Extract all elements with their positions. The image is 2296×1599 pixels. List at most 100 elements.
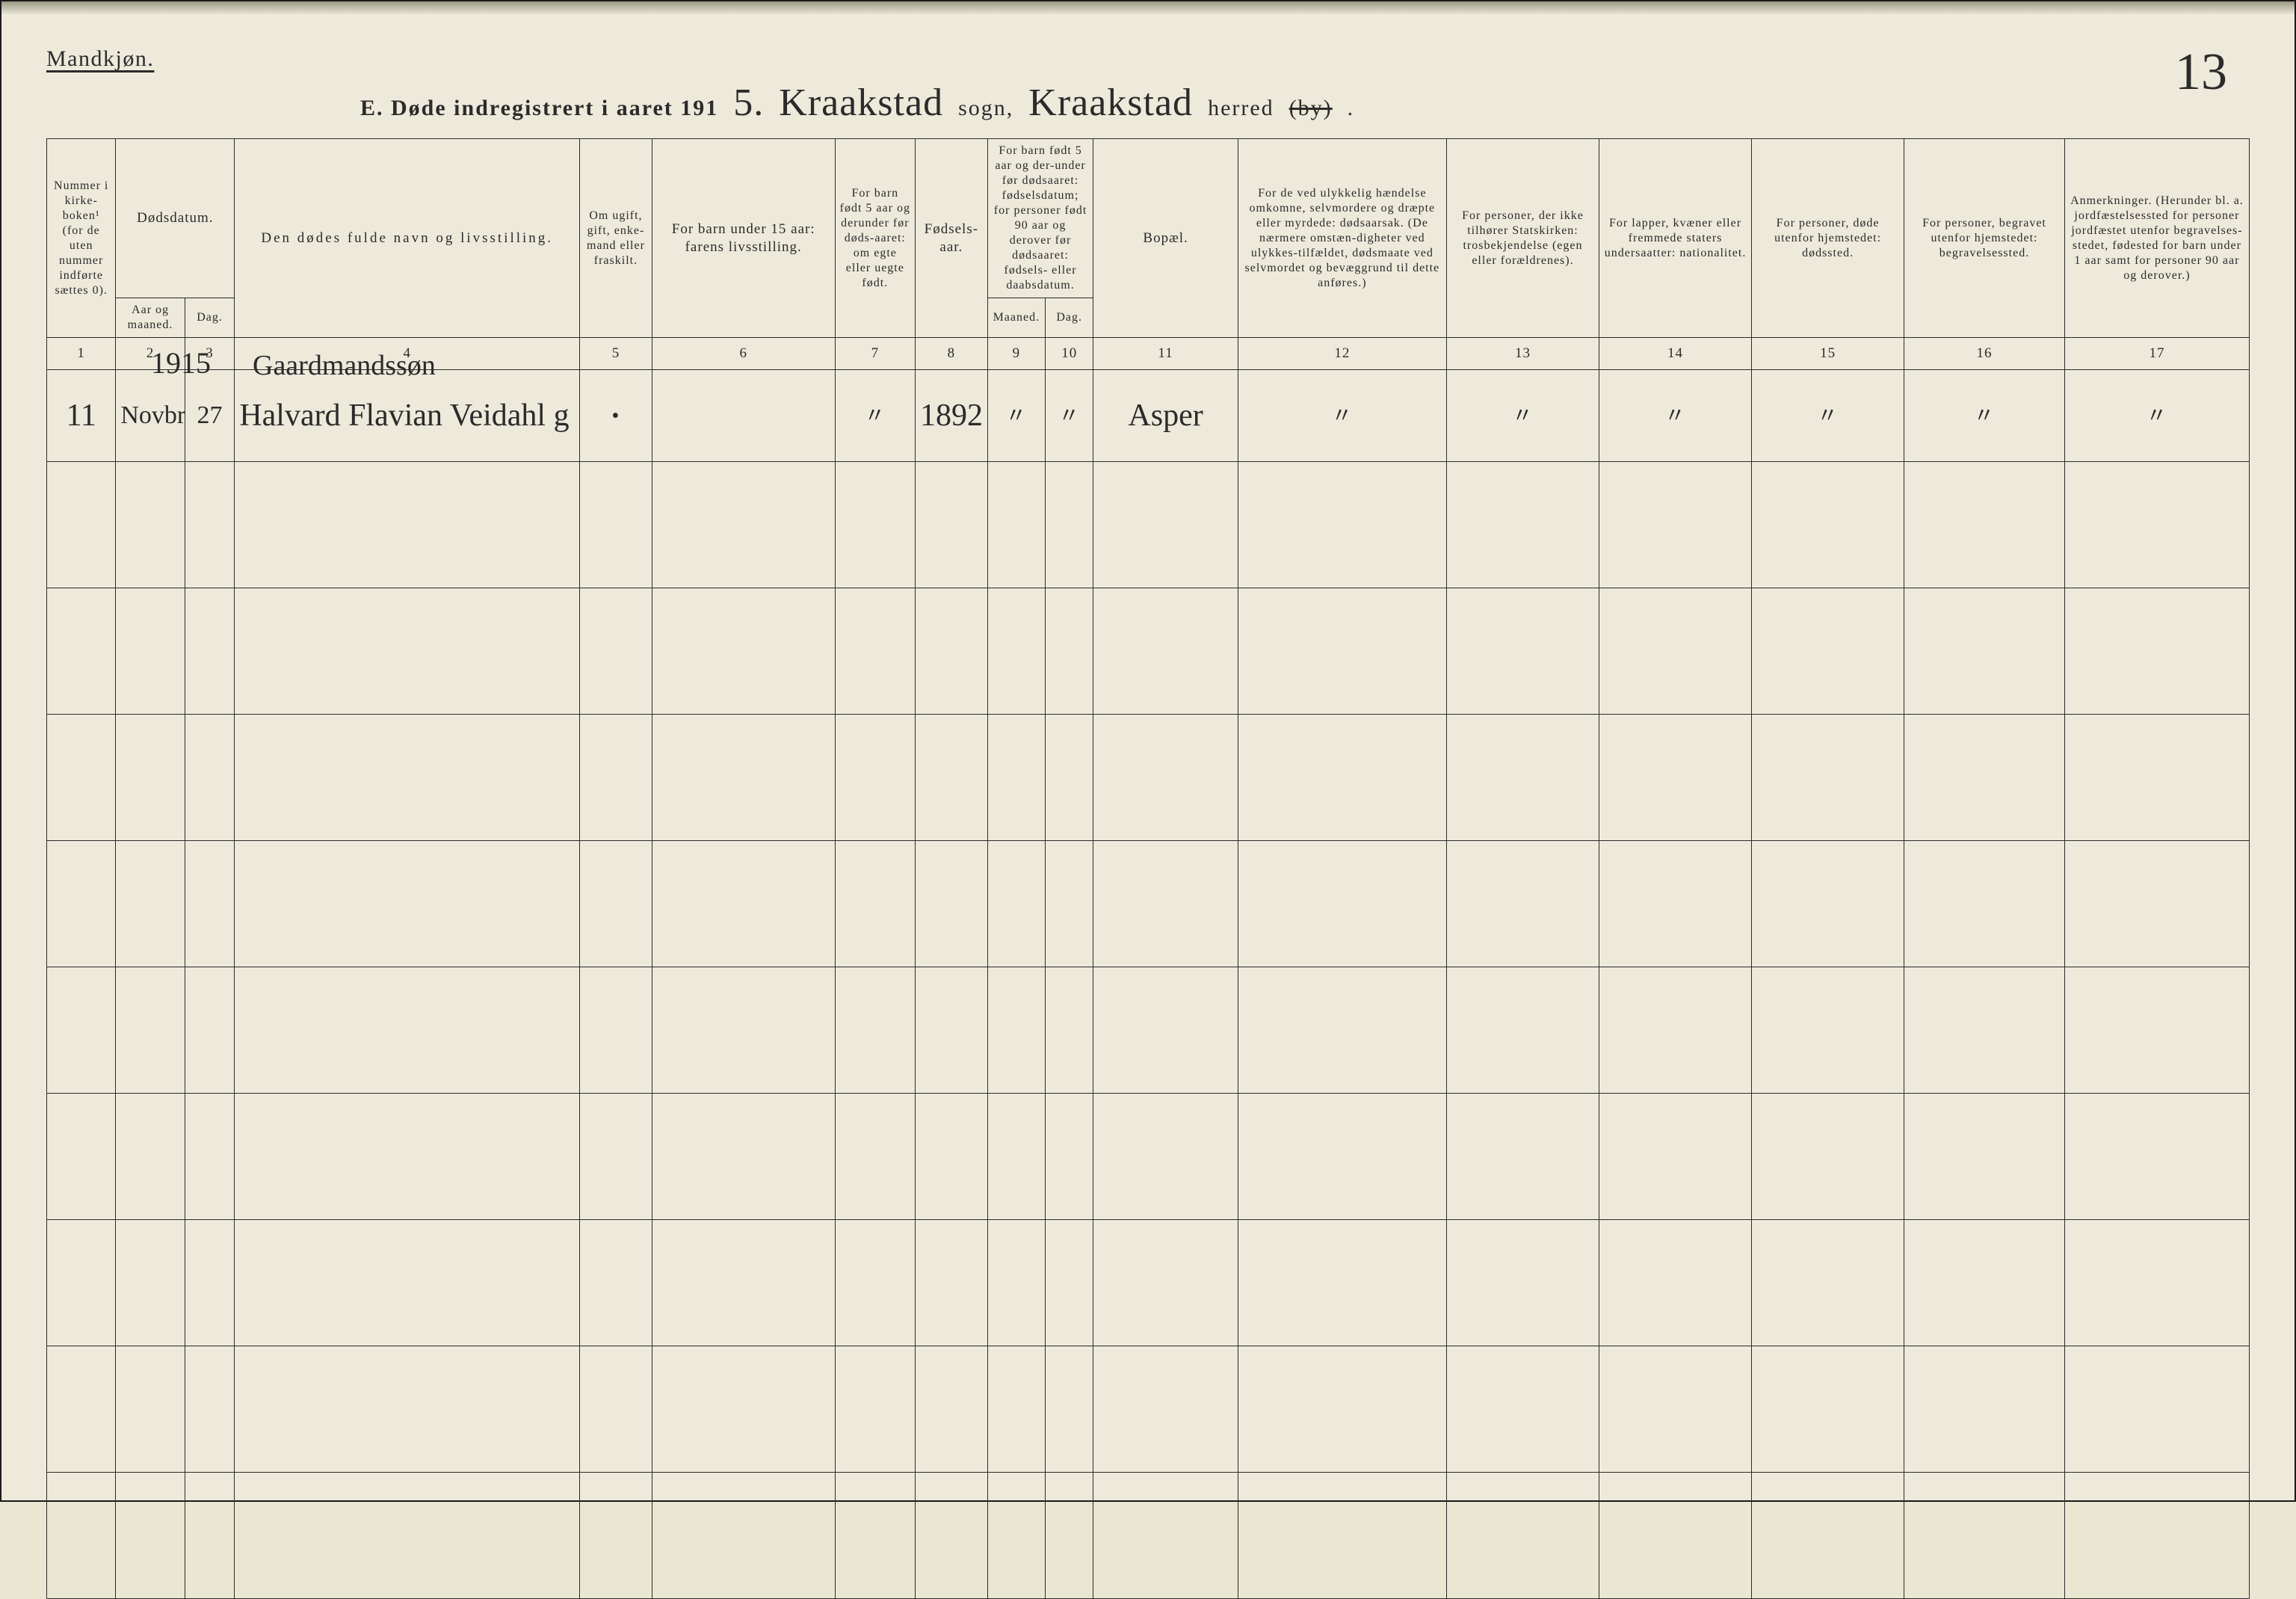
overline-occupation: Gaardmandssøn (253, 349, 436, 382)
empty-cell (47, 715, 116, 841)
herred-handwritten: Kraakstad (1028, 81, 1193, 125)
empty-cell (1752, 841, 1904, 967)
table-row: 11Novbr27Halvard Flavian Veidahl g•〃1892… (47, 370, 2250, 462)
cell-col13: 〃 (1446, 370, 1599, 462)
empty-cell (987, 1346, 1045, 1473)
empty-cell (2064, 715, 2249, 841)
cell-bopal: Asper (1093, 370, 1238, 462)
empty-cell (835, 715, 915, 841)
empty-cell (1752, 967, 1904, 1094)
empty-cell (47, 841, 116, 967)
col-header-5: Om ugift, gift, enke-mand eller fraskilt… (580, 139, 652, 338)
empty-cell (1904, 715, 2065, 841)
empty-cell (47, 967, 116, 1094)
column-number: 7 (835, 338, 915, 370)
col-header-14: For lapper, kvæner eller fremmede stater… (1599, 139, 1752, 338)
empty-cell (1752, 1220, 1904, 1346)
empty-cell (1238, 1220, 1446, 1346)
empty-cell (185, 1473, 235, 1599)
empty-cell (580, 462, 652, 588)
col-header-9-top: For barn født 5 aar og der-under før død… (987, 139, 1093, 298)
empty-cell (835, 462, 915, 588)
col-header-6: For barn under 15 aar: farens livsstilli… (652, 139, 835, 338)
empty-cell (1238, 967, 1446, 1094)
empty-cell (1904, 841, 2065, 967)
empty-cell (1093, 1220, 1238, 1346)
empty-cell (1752, 1346, 1904, 1473)
empty-cell (1904, 1094, 2065, 1220)
empty-cell (1599, 715, 1752, 841)
empty-cell (47, 1094, 116, 1220)
empty-cell (116, 715, 185, 841)
empty-cell (235, 1094, 580, 1220)
empty-cell (580, 588, 652, 715)
empty-cell (185, 588, 235, 715)
empty-cell (116, 588, 185, 715)
empty-cell (835, 1094, 915, 1220)
col-header-9b: Dag. (1045, 298, 1093, 338)
empty-cell (185, 1220, 235, 1346)
title-lead: E. Døde indregistrert i aaret 191 (360, 96, 718, 121)
empty-cell (185, 462, 235, 588)
empty-cell (1238, 1346, 1446, 1473)
empty-cell (652, 967, 835, 1094)
cell-col5: • (580, 370, 652, 462)
empty-cell (987, 715, 1045, 841)
table-row-empty (47, 1473, 2250, 1599)
empty-cell (235, 462, 580, 588)
empty-cell (235, 715, 580, 841)
empty-cell (235, 967, 580, 1094)
empty-cell (580, 1220, 652, 1346)
title-year-hand: 5. (733, 81, 764, 125)
empty-cell (835, 1220, 915, 1346)
empty-cell (916, 588, 988, 715)
empty-cell (1045, 967, 1093, 1094)
table-row-empty (47, 588, 2250, 715)
empty-cell (580, 1473, 652, 1599)
empty-cell (916, 1473, 988, 1599)
empty-cell (2064, 462, 2249, 588)
empty-cell (1446, 462, 1599, 588)
column-number: 6 (652, 338, 835, 370)
col-header-2-top: Dødsdatum. (116, 139, 235, 298)
empty-cell (1904, 1346, 2065, 1473)
cell-col12: 〃 (1238, 370, 1446, 462)
column-number: 14 (1599, 338, 1752, 370)
empty-cell (235, 1220, 580, 1346)
title-row: E. Døde indregistrert i aaret 191 5. Kraa… (360, 81, 2250, 125)
empty-cell (652, 1220, 835, 1346)
empty-cell (916, 1346, 988, 1473)
empty-cell (2064, 1346, 2249, 1473)
col-header-13: For personer, der ikke tilhører Statskir… (1446, 139, 1599, 338)
table-row-empty (47, 967, 2250, 1094)
empty-cell (2064, 967, 2249, 1094)
empty-cell (1446, 715, 1599, 841)
cell-col7: 〃 (835, 370, 915, 462)
empty-cell (1093, 1094, 1238, 1220)
empty-cell (1752, 462, 1904, 588)
empty-cell (1446, 1473, 1599, 1599)
empty-cell (1446, 588, 1599, 715)
table-row-empty (47, 1220, 2250, 1346)
empty-cell (652, 1094, 835, 1220)
empty-cell (652, 841, 835, 967)
empty-cell (185, 841, 235, 967)
empty-cell (1045, 588, 1093, 715)
empty-cell (1599, 588, 1752, 715)
trailing-dot: . (1348, 96, 1355, 121)
empty-cell (116, 1094, 185, 1220)
empty-cell (916, 462, 988, 588)
cell-name: Halvard Flavian Veidahl g (235, 370, 580, 462)
empty-cell (47, 462, 116, 588)
cell-col14: 〃 (1599, 370, 1752, 462)
empty-cell (1904, 1220, 2065, 1346)
column-number: 11 (1093, 338, 1238, 370)
empty-cell (916, 967, 988, 1094)
empty-cell (116, 1220, 185, 1346)
empty-cell (1752, 715, 1904, 841)
col-header-4: Den dødes fulde navn og livsstilling. (235, 139, 580, 338)
col-header-11: Bopæl. (1093, 139, 1238, 338)
empty-cell (987, 1094, 1045, 1220)
empty-cell (235, 1346, 580, 1473)
empty-cell (1045, 1094, 1093, 1220)
